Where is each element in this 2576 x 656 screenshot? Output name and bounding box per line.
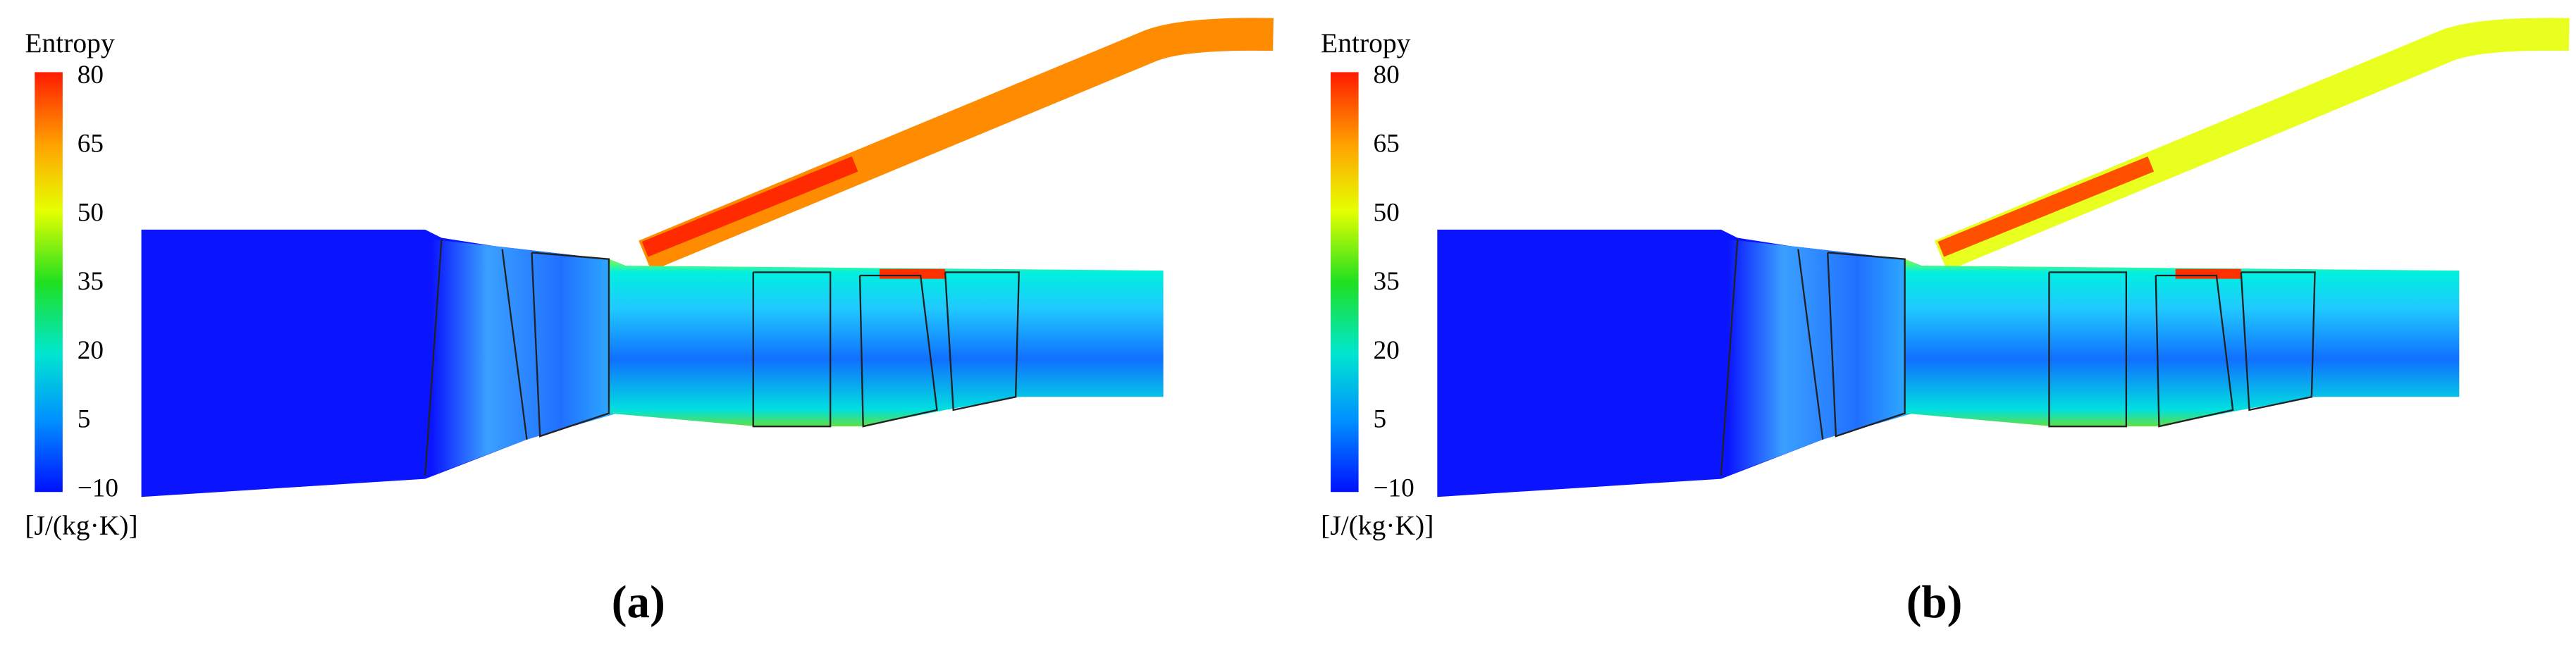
blade-outline — [2155, 274, 2234, 428]
colorbar-unit: [J/(kg·K)] — [25, 510, 137, 541]
colorbar-tick-label: −10 — [1374, 474, 1415, 502]
branch-pipe — [1934, 18, 2570, 271]
downstream-region — [608, 259, 1164, 427]
colorbar-tick-label: 50 — [78, 198, 104, 227]
colorbar-tick-label: 35 — [1374, 267, 1400, 296]
colorbar-title: Entropy — [1321, 27, 1411, 58]
colorbar — [35, 72, 63, 493]
colorbar — [1331, 72, 1359, 493]
colorbar-title: Entropy — [25, 27, 115, 58]
caption: (b) — [1906, 577, 1963, 628]
blade-outline — [1827, 252, 1906, 438]
colorbar-tick-label: 5 — [1374, 405, 1387, 434]
blade-outline — [944, 271, 1020, 411]
branch-hot-zone — [641, 156, 858, 257]
colorbar-tick-label: 5 — [78, 405, 91, 434]
colorbar-tick-label: 80 — [78, 61, 104, 89]
blade-outline — [501, 249, 528, 440]
downstream-region — [1904, 259, 2460, 427]
colorbar-tick-label: 65 — [1374, 130, 1400, 159]
hot-spot — [2175, 268, 2241, 279]
colorbar-tick-label: 80 — [1374, 61, 1400, 89]
colorbar-tick-label: 35 — [78, 267, 104, 296]
stage-region — [431, 239, 617, 476]
panel: Entropy 80 65 50 35 20 5 −10 [J/(kg·K)] (a) — [25, 18, 1274, 628]
blade-outline — [1797, 249, 1824, 440]
panel: Entropy 80 65 50 35 20 5 −10 [J/(kg·K)] (b) — [1321, 18, 2570, 628]
blade-outline — [424, 239, 443, 476]
colorbar-tick-label: 20 — [78, 336, 104, 365]
blade-outline — [2240, 271, 2316, 411]
blade-outline — [858, 274, 938, 428]
colorbar-tick-label: −10 — [78, 474, 118, 502]
branch-hot-zone — [1937, 156, 2155, 257]
colorbar-unit: [J/(kg·K)] — [1321, 510, 1434, 541]
hot-spot — [879, 268, 946, 279]
colorbar-tick-label: 65 — [78, 130, 104, 159]
blade-outline — [752, 271, 832, 428]
stage-region — [1727, 239, 1913, 476]
colorbar-tick-label: 20 — [1374, 336, 1400, 365]
colorbar-tick-label: 50 — [1374, 198, 1400, 227]
branch-pipe — [639, 18, 1274, 271]
blade-outline — [1720, 239, 1739, 476]
caption: (a) — [612, 577, 665, 628]
blade-outline — [2048, 271, 2128, 428]
blade-outline — [531, 252, 610, 438]
